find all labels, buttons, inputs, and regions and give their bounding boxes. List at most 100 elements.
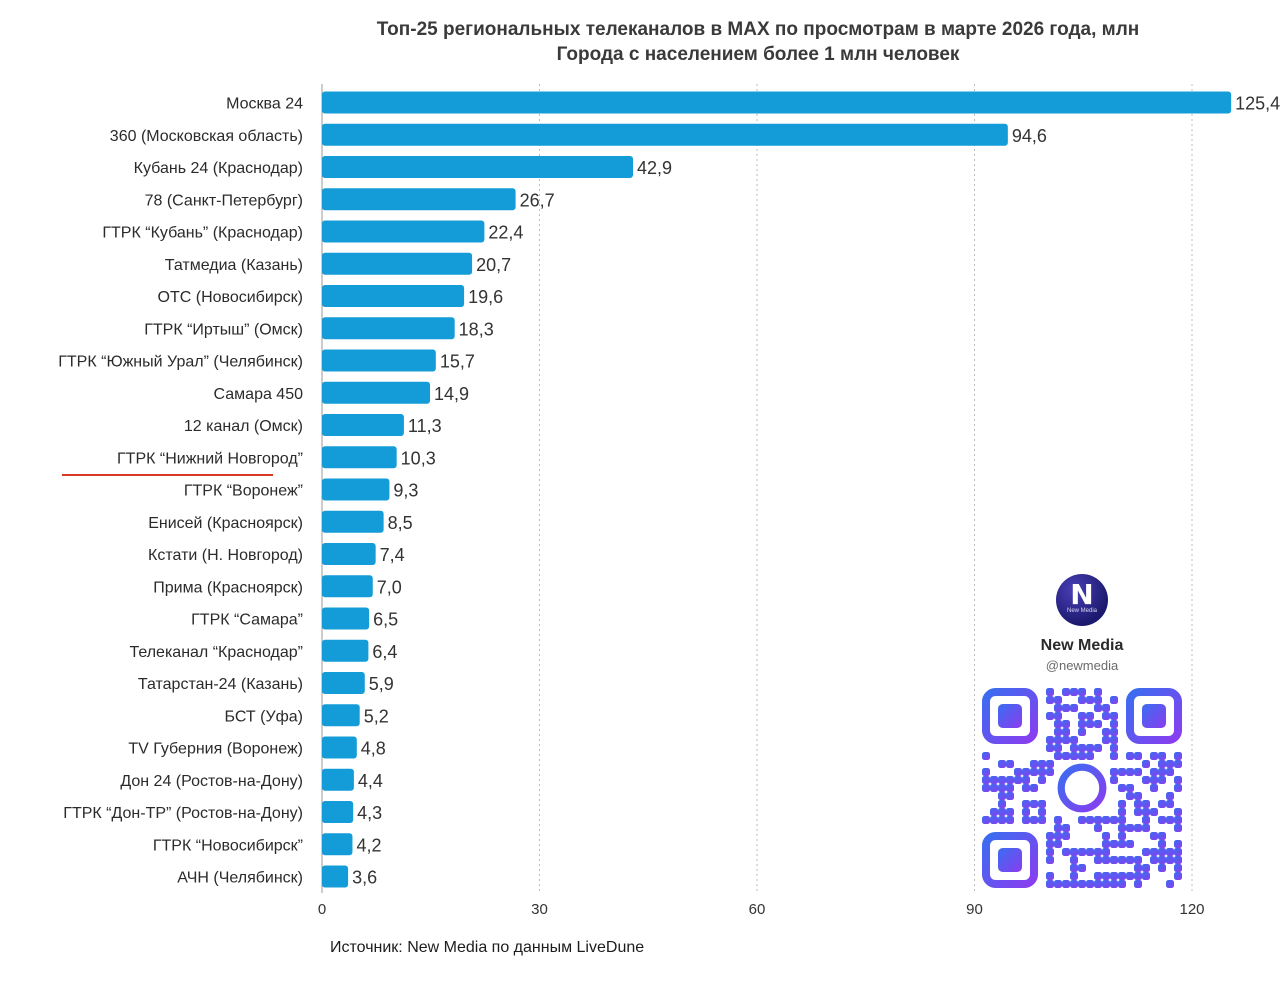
bar-chart: Москва 24 360 (Московская область) Кубань …: [58, 84, 1280, 918]
bar: [322, 736, 357, 759]
qr-module: [1174, 872, 1182, 880]
qr-module: [1014, 768, 1022, 776]
value-label: 42,9: [637, 158, 672, 178]
qr-module: [1102, 832, 1110, 840]
qr-module: [1086, 696, 1094, 704]
value-label: 10,3: [401, 448, 436, 468]
qr-module: [1086, 712, 1094, 720]
qr-module: [1118, 800, 1126, 808]
value-label: 18,3: [459, 319, 494, 339]
qr-module: [1102, 736, 1110, 744]
qr-module: [1054, 728, 1062, 736]
qr-module: [1046, 696, 1054, 704]
qr-module: [1110, 728, 1118, 736]
qr-module: [1134, 768, 1142, 776]
qr-module: [998, 808, 1006, 816]
qr-module: [1126, 840, 1134, 848]
qr-module: [1158, 840, 1166, 848]
qr-module: [1070, 736, 1078, 744]
qr-module: [982, 752, 990, 760]
qr-module: [1134, 792, 1142, 800]
qr-module: [1062, 824, 1070, 832]
qr-module: [1174, 816, 1182, 824]
qr-code-icon[interactable]: [982, 688, 1182, 888]
qr-module: [1038, 808, 1046, 816]
logo-letter: N: [1070, 578, 1094, 611]
category-label: TV Губерния (Воронеж): [128, 741, 303, 758]
qr-module: [1102, 872, 1110, 880]
qr-module: [1062, 848, 1070, 856]
qr-module: [1070, 704, 1078, 712]
bar: [322, 510, 384, 533]
bar: [322, 865, 349, 888]
qr-module: [1142, 872, 1150, 880]
qr-module: [1126, 856, 1134, 864]
category-label: Дон 24 (Ростов-на-Дону): [120, 773, 303, 790]
qr-module: [1078, 696, 1086, 704]
qr-module: [1022, 784, 1030, 792]
bar: [322, 672, 365, 694]
qr-module: [1174, 840, 1182, 848]
qr-module: [1062, 752, 1070, 760]
qr-module: [1126, 768, 1134, 776]
bar: [322, 575, 373, 598]
qr-module: [1142, 776, 1150, 784]
x-tick-label: 90: [966, 901, 983, 918]
bar: [322, 478, 390, 501]
qr-module: [1078, 752, 1086, 760]
qr-module: [1150, 832, 1158, 840]
qr-module: [1166, 792, 1174, 800]
brand-name: New Media: [1040, 637, 1124, 654]
qr-module: [998, 800, 1006, 808]
qr-module: [1062, 720, 1070, 728]
category-label: Кстати (Н. Новгород): [148, 547, 303, 564]
qr-module: [1158, 864, 1166, 872]
bar: [322, 414, 404, 436]
qr-module: [1174, 752, 1182, 760]
qr-module: [1166, 800, 1174, 808]
qr-module: [1166, 768, 1174, 776]
chart-subtitle: Города с населением более 1 млн человек: [556, 44, 960, 65]
qr-module: [1158, 848, 1166, 856]
category-label: БСТ (Уфа): [225, 708, 303, 725]
source-note: Источник: New Media по данным LiveDune: [330, 939, 645, 956]
qr-module: [998, 792, 1006, 800]
category-label: ГТРК “Кубань” (Краснодар): [102, 225, 303, 242]
qr-module: [1174, 760, 1182, 768]
value-label: 19,6: [468, 287, 503, 307]
qr-module: [1110, 840, 1118, 848]
qr-module: [1110, 816, 1118, 824]
qr-module: [1142, 808, 1150, 816]
value-label: 94,6: [1012, 126, 1047, 146]
qr-module: [1166, 848, 1174, 856]
category-labels: Москва 24 360 (Московская область) Кубань …: [58, 96, 303, 887]
qr-module: [1006, 784, 1014, 792]
qr-finder: [982, 832, 1038, 888]
qr-module: [1110, 776, 1118, 784]
qr-module: [1126, 872, 1134, 880]
category-label: Енисей (Красноярск): [148, 515, 303, 532]
qr-module: [1110, 720, 1118, 728]
qr-module: [1142, 816, 1150, 824]
qr-module: [1134, 856, 1142, 864]
category-label: Кубань 24 (Краснодар): [134, 160, 303, 177]
qr-module: [1070, 856, 1078, 864]
qr-module: [1038, 800, 1046, 808]
qr-module: [1078, 744, 1086, 752]
bar: [322, 349, 436, 372]
qr-module: [1094, 744, 1102, 752]
qr-module: [1094, 816, 1102, 824]
qr-module: [1118, 808, 1126, 816]
qr-module: [1118, 872, 1126, 880]
qr-module: [1046, 760, 1054, 768]
qr-module: [1150, 856, 1158, 864]
category-label: 12 канал (Омск): [184, 418, 303, 435]
category-label: Москва 24: [226, 96, 303, 113]
brand-block: N New Media New Media @newmedia: [990, 574, 1174, 673]
value-label: 4,3: [357, 803, 382, 823]
qr-module: [1142, 848, 1150, 856]
logo-caption: New Media: [1066, 608, 1097, 614]
qr-module: [1102, 816, 1110, 824]
qr-module: [1006, 760, 1014, 768]
qr-module: [1062, 880, 1070, 888]
